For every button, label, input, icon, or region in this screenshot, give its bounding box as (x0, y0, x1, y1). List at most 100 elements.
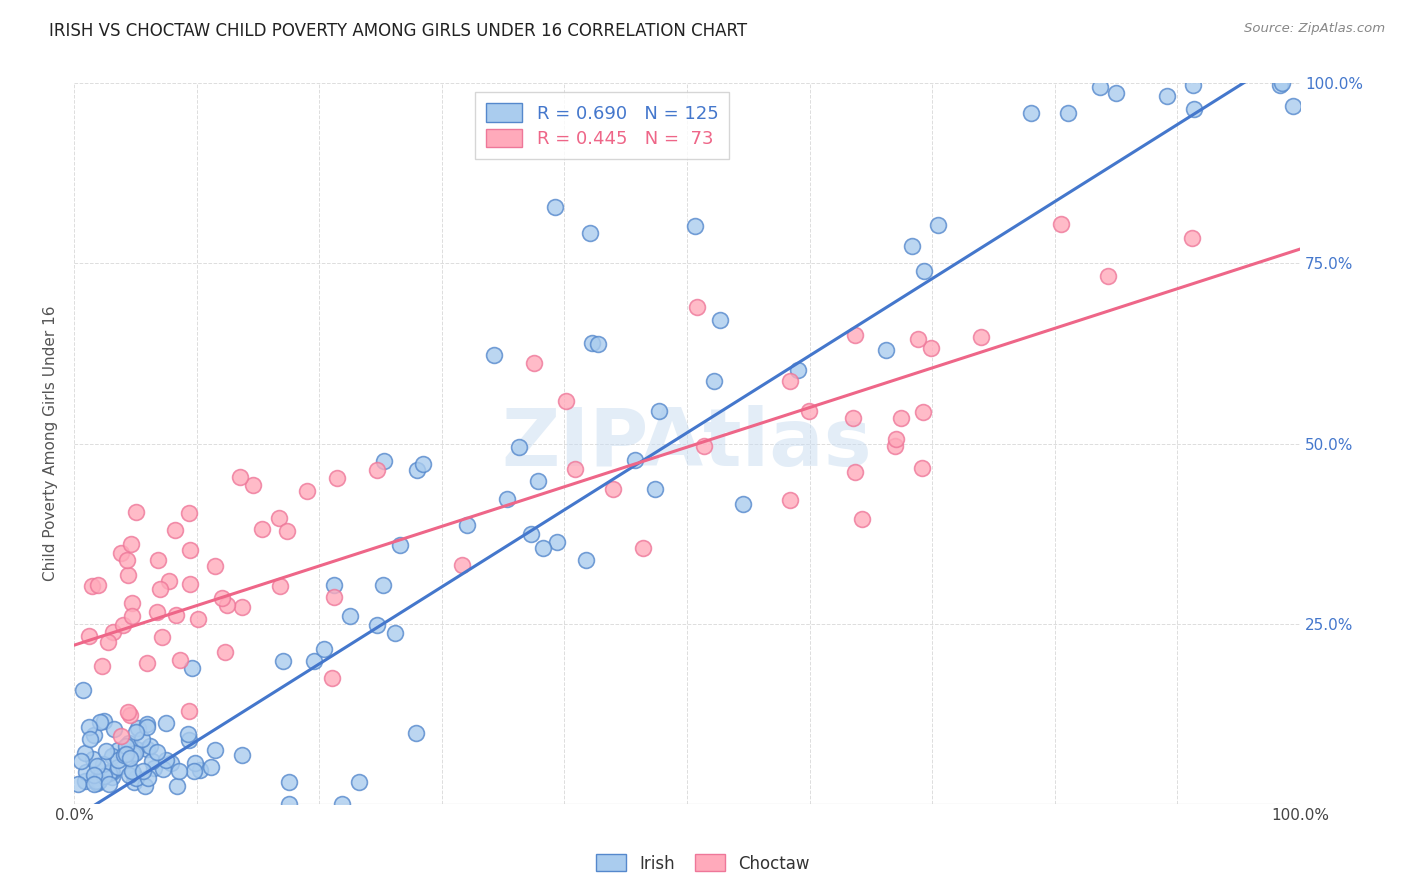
Point (297, 483, 319, 498)
Point (179, 543, 201, 558)
Point (114, 747, 136, 762)
Point (686, 301, 709, 315)
Point (117, 705, 139, 719)
Point (86, 578, 108, 592)
Point (165, 608, 187, 623)
Point (124, 746, 146, 760)
Point (970, 330, 993, 344)
Point (920, 341, 942, 355)
Point (157, 574, 180, 589)
Point (100, 764, 122, 778)
Point (77, 629, 100, 643)
Point (575, 553, 598, 567)
Point (121, 747, 143, 762)
Point (278, 797, 301, 811)
Point (127, 722, 149, 736)
Point (132, 764, 155, 778)
Point (693, 439, 716, 453)
Point (179, 577, 201, 591)
Point (373, 454, 395, 468)
Point (779, 374, 801, 388)
Point (312, 642, 335, 657)
Point (276, 524, 298, 538)
Point (118, 708, 141, 723)
Point (269, 578, 291, 592)
Point (121, 764, 143, 779)
Point (93, 714, 115, 729)
Point (136, 716, 159, 731)
Point (138, 771, 160, 785)
Point (214, 645, 236, 659)
Point (91, 659, 114, 673)
Point (1181, 78, 1204, 93)
Point (155, 753, 177, 767)
Point (927, 219, 949, 233)
Point (134, 779, 156, 793)
Point (1182, 102, 1205, 116)
Point (388, 538, 411, 552)
Point (121, 596, 143, 610)
Point (136, 720, 159, 734)
Point (1019, 106, 1042, 120)
Point (155, 715, 177, 730)
Point (1282, 99, 1305, 113)
Point (136, 657, 159, 671)
Point (907, 332, 929, 346)
Point (67, 777, 90, 791)
Point (180, 661, 202, 675)
Point (89, 714, 111, 729)
Point (169, 764, 191, 778)
Point (97, 635, 120, 649)
Point (330, 797, 353, 811)
Text: Source: ZipAtlas.com: Source: ZipAtlas.com (1244, 22, 1385, 36)
Point (581, 336, 603, 351)
Point (204, 559, 226, 574)
Point (304, 654, 326, 668)
Point (103, 722, 125, 736)
Point (120, 537, 142, 551)
Point (527, 475, 550, 489)
Point (683, 219, 706, 233)
Point (70, 754, 93, 768)
Point (159, 756, 181, 770)
Point (146, 605, 169, 619)
Point (1271, 77, 1294, 91)
Point (177, 727, 200, 741)
Point (384, 625, 406, 640)
Point (602, 483, 624, 497)
Point (231, 747, 253, 762)
Point (451, 558, 474, 572)
Point (112, 747, 135, 762)
Point (115, 739, 138, 754)
Point (146, 553, 169, 567)
Point (101, 748, 124, 763)
Point (215, 598, 238, 612)
Point (229, 470, 252, 484)
Point (187, 612, 209, 626)
Point (890, 410, 912, 425)
Point (122, 774, 145, 789)
Point (96, 743, 118, 757)
Point (118, 768, 141, 782)
Point (647, 404, 669, 418)
Legend: Irish, Choctaw: Irish, Choctaw (589, 847, 817, 880)
Point (523, 355, 546, 369)
Point (75, 774, 97, 789)
Point (86, 776, 108, 790)
Point (177, 733, 200, 747)
Legend: R = 0.690   N = 125, R = 0.445   N =  73: R = 0.690 N = 125, R = 0.445 N = 73 (475, 93, 730, 159)
Point (146, 745, 169, 759)
Point (1056, 106, 1078, 120)
Point (83, 777, 105, 791)
Point (787, 362, 810, 376)
Point (496, 491, 519, 506)
Point (121, 608, 143, 623)
Point (83, 768, 105, 782)
Text: IRISH VS CHOCTAW CHILD POVERTY AMONG GIRLS UNDER 16 CORRELATION CHART: IRISH VS CHOCTAW CHILD POVERTY AMONG GIR… (49, 22, 748, 40)
Point (1105, 86, 1128, 100)
Point (125, 725, 148, 739)
Point (93, 769, 115, 783)
Point (115, 553, 138, 567)
Point (405, 463, 427, 477)
Point (883, 439, 905, 453)
